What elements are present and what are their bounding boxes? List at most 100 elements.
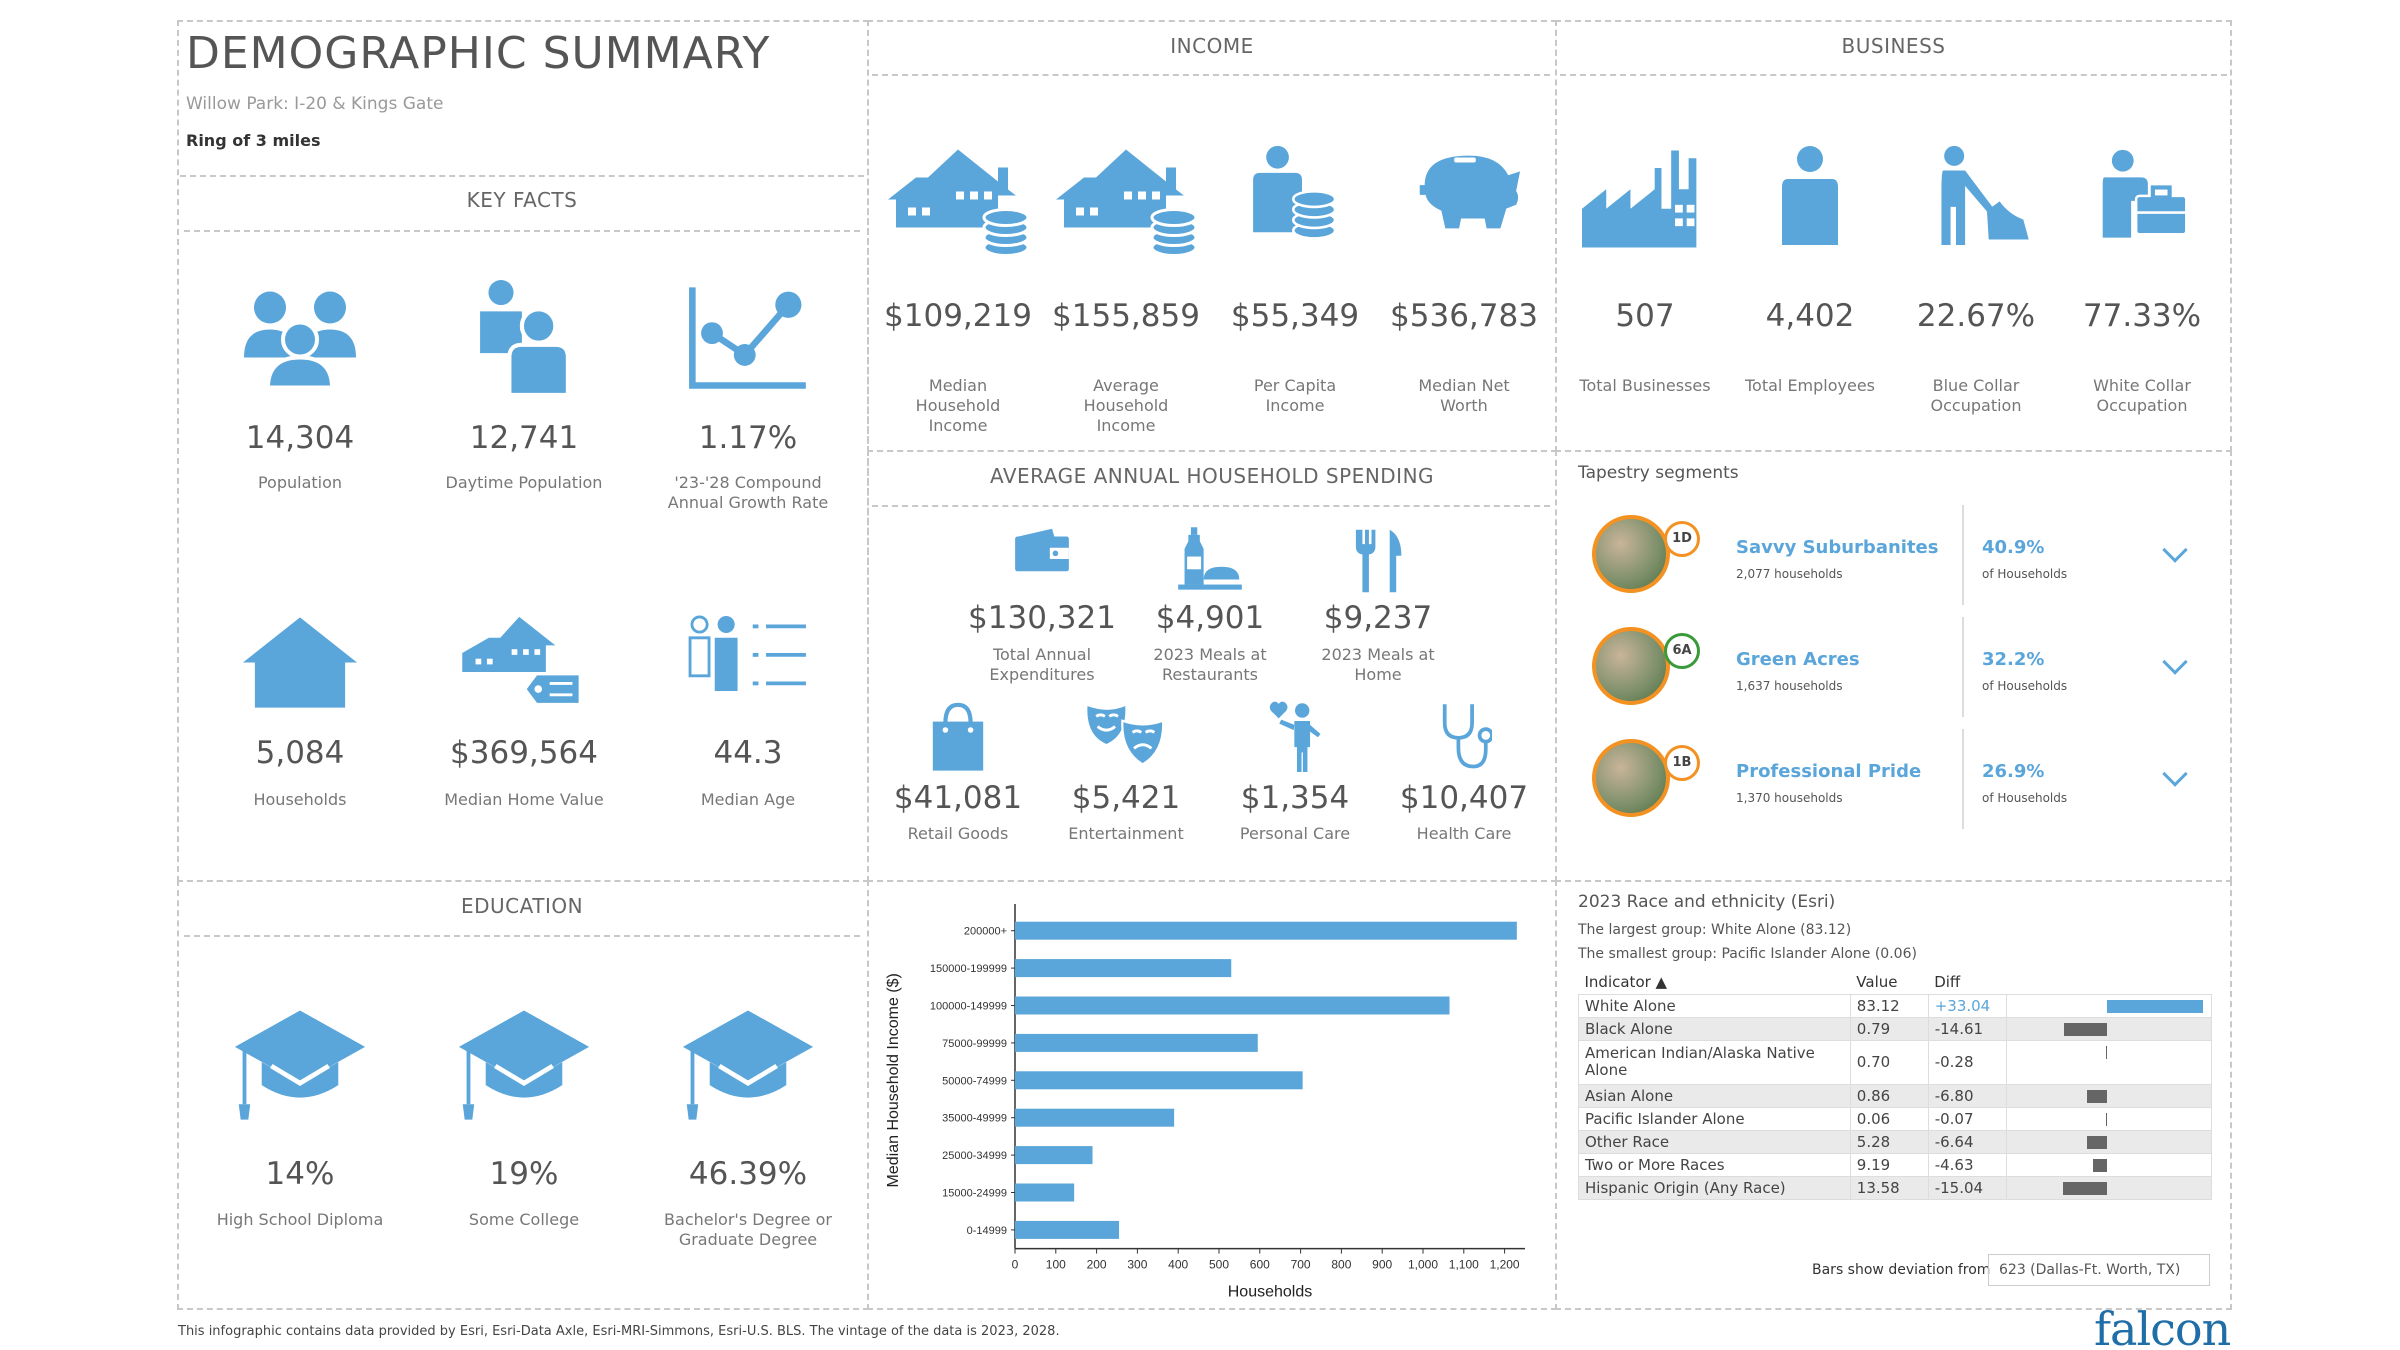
stat-value: 44.3 bbox=[713, 735, 783, 771]
stat-label: Total Employees bbox=[1744, 376, 1876, 395]
col-indicator[interactable]: Indicator ▲ bbox=[1584, 973, 1668, 992]
value-cell: 0.79 bbox=[1849, 1016, 1929, 1041]
stat-label: White Collar Occupation bbox=[2093, 376, 2191, 415]
falcon-logo: falcon bbox=[2094, 1302, 2231, 1350]
stat-value: 22.67% bbox=[1916, 298, 2036, 334]
table-row: American Indian/Alaska Native Alone 0.70-… bbox=[1578, 1039, 2213, 1085]
col-value[interactable]: Value bbox=[1856, 973, 1898, 992]
segment-households: 2,077 households bbox=[1736, 567, 1843, 581]
divider bbox=[1962, 729, 1964, 829]
deviation-select[interactable]: 623 (Dallas-Ft. Worth, TX) bbox=[1988, 1254, 2210, 1286]
house-coins-icon bbox=[1056, 145, 1196, 260]
x-tick-label: 0 bbox=[1012, 1258, 1019, 1272]
divider bbox=[184, 935, 860, 937]
indicator-cell: White Alone bbox=[1578, 993, 1851, 1018]
x-tick-label: 1,100 bbox=[1449, 1258, 1479, 1272]
worker-icon bbox=[1920, 145, 2032, 245]
x-axis-title: Households bbox=[1228, 1284, 1313, 1301]
briefcase-person-icon bbox=[2096, 145, 2188, 245]
col-diff[interactable]: Diff bbox=[1934, 973, 1961, 992]
segment-percent: 32.2% bbox=[1982, 649, 2045, 670]
stat-label: Households bbox=[253, 790, 347, 809]
footer-note: This infographic contains data provided … bbox=[178, 1324, 1060, 1339]
page-title: DEMOGRAPHIC SUMMARY bbox=[186, 28, 771, 79]
stat-label: Population bbox=[257, 473, 343, 492]
diff-cell: -6.80 bbox=[1927, 1083, 2007, 1108]
divider bbox=[180, 175, 864, 177]
segment-name[interactable]: Professional Pride bbox=[1736, 761, 1922, 782]
stat-value: 5,084 bbox=[255, 735, 345, 771]
indicator-cell: Asian Alone bbox=[1578, 1083, 1851, 1108]
race-title: 2023 Race and ethnicity (Esri) bbox=[1578, 892, 1836, 912]
segment-name[interactable]: Savvy Suburbanites bbox=[1736, 537, 1939, 558]
x-tick-label: 600 bbox=[1250, 1258, 1270, 1272]
table-row: Asian Alone 0.86 -6.80 bbox=[1578, 1083, 2213, 1108]
deviation-bar bbox=[2105, 1112, 2107, 1126]
deviation-bar bbox=[2106, 999, 2203, 1013]
bar bbox=[1015, 1220, 1120, 1239]
race-smallest: The smallest group: Pacific Islander Alo… bbox=[1578, 946, 1917, 962]
stat-label: Some College bbox=[468, 1210, 580, 1229]
deviation-bar bbox=[2086, 1089, 2107, 1103]
income-header: INCOME bbox=[1170, 34, 1254, 58]
y-tick-label: 35000-49999 bbox=[942, 1113, 1007, 1125]
restaurant-icon bbox=[1176, 526, 1244, 596]
stat-value: $109,219 bbox=[884, 298, 1032, 334]
indicator-cell: Other Race bbox=[1578, 1129, 1851, 1154]
table-row: White Alone 83.12 +33.04 bbox=[1578, 993, 2213, 1018]
stat-label: Average Household Income bbox=[1083, 376, 1169, 435]
bar bbox=[1015, 996, 1450, 1015]
stat-label: Health Care bbox=[1416, 824, 1512, 843]
stat-value: $10,407 bbox=[1399, 780, 1529, 816]
deviation-bar bbox=[2093, 1158, 2107, 1172]
diff-cell: -0.28 bbox=[1927, 1039, 2007, 1085]
bar bbox=[1015, 959, 1232, 978]
stat-value: $41,081 bbox=[893, 780, 1023, 816]
stethoscope-icon bbox=[1436, 700, 1492, 772]
indicator-cell: American Indian/Alaska Native Alone bbox=[1578, 1039, 1851, 1085]
segment-percent: 26.9% bbox=[1982, 761, 2045, 782]
piggy-bank-icon bbox=[1405, 145, 1523, 235]
y-axis-title: Median Household Income ($) bbox=[885, 973, 902, 1187]
divider bbox=[184, 230, 860, 232]
indicator-cell: Pacific Islander Alone bbox=[1578, 1106, 1851, 1131]
stat-value: 14,304 bbox=[245, 420, 355, 456]
bar bbox=[1015, 921, 1517, 940]
diff-cell: -14.61 bbox=[1927, 1016, 2007, 1041]
stat-label: Daytime Population bbox=[445, 473, 603, 492]
divider bbox=[1560, 74, 2227, 76]
stat-label: Median Household Income bbox=[915, 376, 1001, 435]
business-header: BUSINESS bbox=[1841, 34, 1946, 58]
education-header: EDUCATION bbox=[460, 894, 584, 918]
bar bbox=[1015, 1033, 1258, 1052]
table-row: Black Alone 0.79 -14.61 bbox=[1578, 1016, 2213, 1041]
bar bbox=[1015, 1183, 1075, 1202]
indicator-cell: Black Alone bbox=[1578, 1016, 1851, 1041]
segment-name[interactable]: Green Acres bbox=[1736, 649, 1860, 670]
income-bar-chart: 200000+ 150000-199999 100000-149999 75000-9… bbox=[885, 904, 1525, 1301]
y-tick-label: 25000-34999 bbox=[942, 1150, 1007, 1162]
stat-label: High School Diploma bbox=[216, 1210, 384, 1229]
stat-value: $130,321 bbox=[968, 600, 1116, 636]
y-tick-label: 50000-74999 bbox=[942, 1075, 1007, 1087]
value-cell: 5.28 bbox=[1849, 1129, 1929, 1154]
y-tick-label: 0-14999 bbox=[967, 1225, 1007, 1237]
x-tick-label: 900 bbox=[1372, 1258, 1392, 1272]
tapestry-photo bbox=[1592, 739, 1670, 817]
segment-percent-label: of Households bbox=[1982, 567, 2068, 581]
stat-value: 46.39% bbox=[688, 1156, 808, 1192]
age-icon bbox=[683, 615, 813, 710]
value-cell: 0.06 bbox=[1849, 1106, 1929, 1131]
col-bars bbox=[2006, 971, 2211, 994]
x-tick-label: 1,200 bbox=[1490, 1258, 1520, 1272]
table-row: Hispanic Origin (Any Race) 13.58 -15.04 bbox=[1578, 1175, 2213, 1200]
segment-households: 1,370 households bbox=[1736, 791, 1843, 805]
segment-percent: 40.9% bbox=[1982, 537, 2045, 558]
people-icon bbox=[240, 280, 360, 395]
race-largest: The largest group: White Alone (83.12) bbox=[1578, 922, 1852, 938]
segment-percent-label: of Households bbox=[1982, 679, 2068, 693]
home-value-icon bbox=[459, 615, 589, 710]
stat-label: Per Capita Income bbox=[1253, 376, 1337, 415]
tapestry-title: Tapestry segments bbox=[1578, 463, 1739, 483]
stat-value: 77.33% bbox=[2082, 298, 2202, 334]
